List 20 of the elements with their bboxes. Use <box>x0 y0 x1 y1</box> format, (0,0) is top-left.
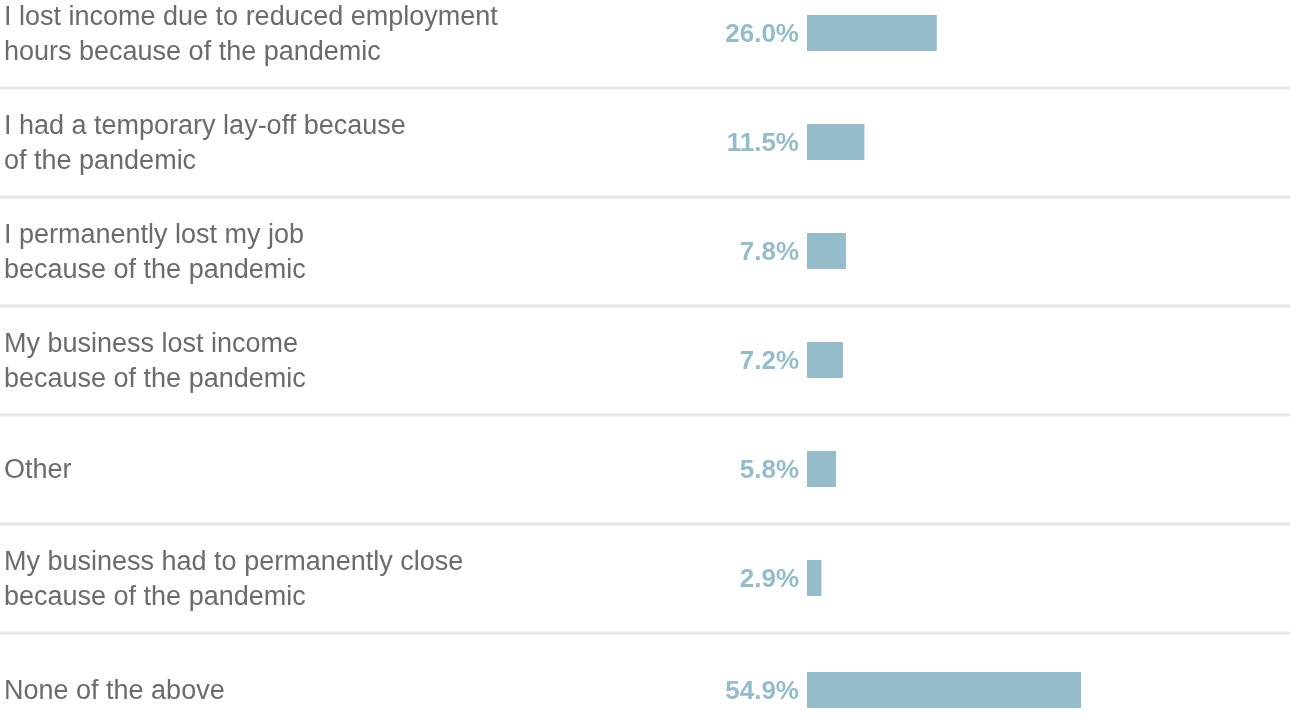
data-label: 5.8% <box>739 454 799 484</box>
data-label: 54.9% <box>725 675 799 705</box>
y-tick-label: I permanently lost my job because of the pandemic <box>4 218 306 284</box>
data-label: 11.5% <box>726 127 799 157</box>
y-tick-label: I had a temporary lay-off because of the pandemic <box>4 109 406 175</box>
data-label: 7.8% <box>739 236 799 266</box>
bar <box>807 233 846 269</box>
bar <box>807 451 836 487</box>
data-label: 2.9% <box>739 563 799 593</box>
y-tick-label: My business had to permanently close because of the pandemic <box>4 545 464 611</box>
bar <box>807 124 865 160</box>
bar <box>807 342 843 378</box>
y-tick-label: Other <box>4 454 72 484</box>
y-tick-label: My business lost income because of the pandemic <box>4 327 306 393</box>
data-label: 26.0% <box>725 18 799 48</box>
bar <box>807 560 822 596</box>
bar <box>807 15 937 51</box>
y-tick-label: I lost income due to reduced employment hours because of the pandemic <box>4 0 499 66</box>
data-label: 7.2% <box>739 345 799 375</box>
y-tick-label: None of the above <box>4 675 225 705</box>
